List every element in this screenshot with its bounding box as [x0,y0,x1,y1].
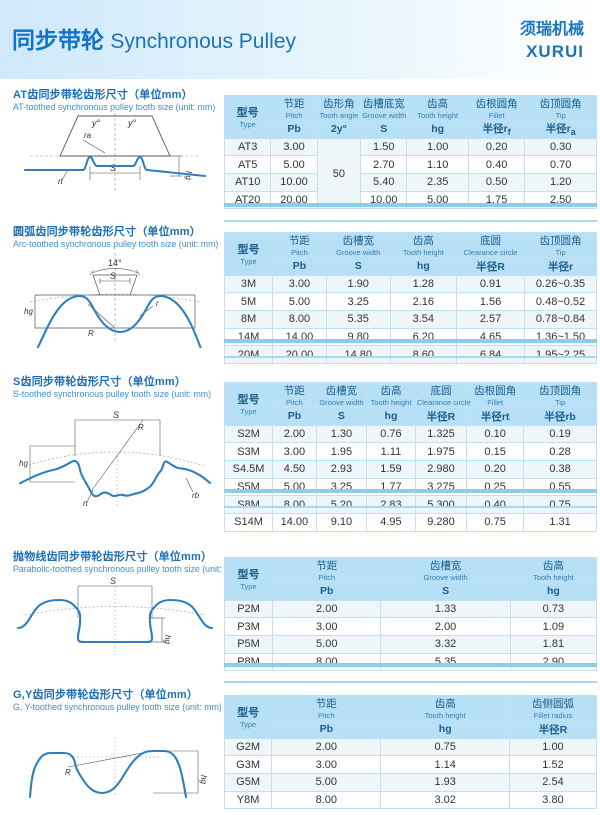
svg-text:14°: 14° [108,258,122,268]
svg-text:r: r [156,299,159,308]
svg-text:S: S [110,163,116,173]
svg-text:S: S [110,271,116,281]
svg-text:R: R [65,768,71,777]
svg-text:hg: hg [19,459,28,468]
svg-text:hg: hg [184,171,193,180]
svg-text:rt: rt [83,499,89,508]
svg-text:ra: ra [84,131,92,140]
svg-text:rb: rb [192,491,200,500]
svg-text:S: S [110,576,116,586]
svg-text:y°: y° [127,118,137,128]
svg-text:S: S [113,410,119,420]
svg-text:hg: hg [163,635,172,644]
svg-text:R: R [88,329,94,338]
svg-text:hg: hg [199,775,208,784]
svg-text:R: R [138,423,144,432]
svg-text:y°: y° [91,118,101,128]
svg-text:hg: hg [24,307,33,316]
